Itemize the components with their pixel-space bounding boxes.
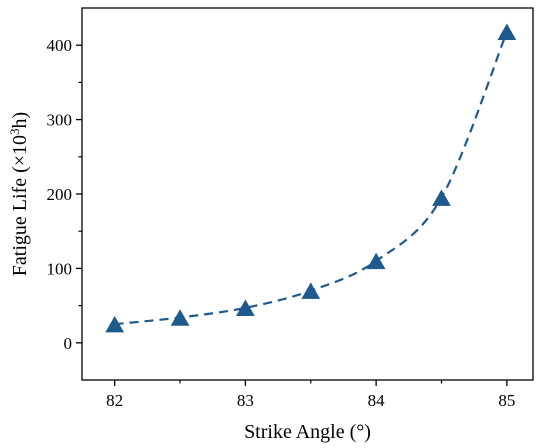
y-tick-label: 400 <box>47 36 73 55</box>
y-axis-title-superscript: 3 <box>7 128 22 135</box>
data-point-triangle <box>432 189 451 206</box>
data-point-triangle <box>105 315 125 333</box>
points-layer <box>105 23 517 333</box>
y-tick-label: 0 <box>64 334 73 353</box>
y-tick-label: 200 <box>47 185 73 204</box>
data-point-triangle <box>497 23 517 41</box>
data-point-triangle <box>236 299 255 317</box>
y-axis-title-suffix: h) <box>9 112 31 129</box>
x-tick-label: 85 <box>498 391 515 410</box>
x-tick-label: 84 <box>368 391 386 410</box>
data-point-triangle <box>170 309 190 326</box>
y-tick-label: 300 <box>47 111 73 130</box>
series-curve <box>114 31 508 326</box>
y-axis-title-prefix: Fatigue Life (×10 <box>9 135 31 276</box>
data-point-triangle <box>301 282 321 299</box>
ticks-layer: 82 83 84 85 0 100 200 300 400 <box>47 36 516 410</box>
y-axis-title: Fatigue Life (×103h) <box>7 112 32 276</box>
x-tick-label: 83 <box>237 391 254 410</box>
y-tick-label: 100 <box>47 259 73 278</box>
data-point-triangle <box>366 252 386 270</box>
plot-frame <box>81 7 534 381</box>
x-tick-label: 82 <box>106 391 123 410</box>
x-axis-title: Strike Angle (°) <box>244 421 371 443</box>
